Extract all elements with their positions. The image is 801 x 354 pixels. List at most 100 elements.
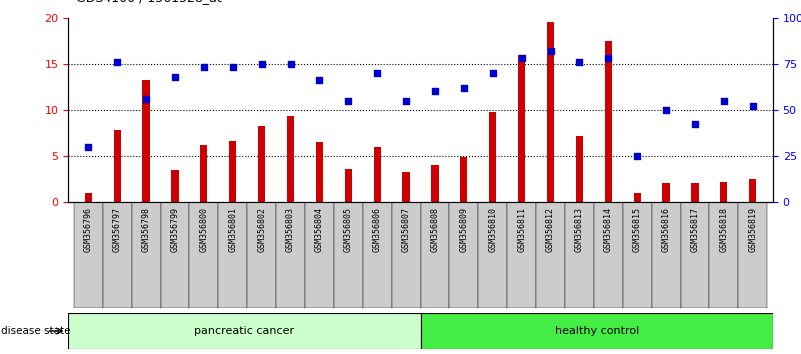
Text: GSM356812: GSM356812 bbox=[546, 207, 555, 252]
Text: GSM356818: GSM356818 bbox=[719, 207, 728, 252]
Bar bbox=[287, 116, 294, 202]
Bar bbox=[749, 179, 756, 202]
Bar bbox=[652, 202, 681, 308]
Bar bbox=[74, 202, 103, 308]
Point bbox=[82, 144, 95, 149]
Text: GSM356804: GSM356804 bbox=[315, 207, 324, 252]
Bar bbox=[662, 183, 670, 202]
Point bbox=[544, 48, 557, 54]
Bar bbox=[344, 169, 352, 202]
Text: GSM356808: GSM356808 bbox=[430, 207, 440, 252]
Point bbox=[660, 107, 673, 113]
Point bbox=[457, 85, 470, 91]
Text: GSM356796: GSM356796 bbox=[84, 207, 93, 252]
Bar bbox=[681, 202, 710, 308]
Bar bbox=[200, 145, 207, 202]
Bar bbox=[334, 202, 363, 308]
Bar bbox=[605, 41, 612, 202]
Text: GSM356805: GSM356805 bbox=[344, 207, 352, 252]
Point bbox=[256, 61, 268, 67]
Text: GSM356809: GSM356809 bbox=[459, 207, 469, 252]
Text: GSM356817: GSM356817 bbox=[690, 207, 699, 252]
Point bbox=[313, 78, 326, 83]
Text: GSM356803: GSM356803 bbox=[286, 207, 295, 252]
Bar bbox=[565, 202, 594, 308]
Point bbox=[573, 59, 586, 65]
Bar bbox=[363, 202, 392, 308]
Text: healthy control: healthy control bbox=[554, 326, 639, 336]
Point bbox=[400, 98, 413, 103]
Point bbox=[284, 61, 297, 67]
Bar bbox=[392, 202, 421, 308]
Point bbox=[747, 103, 759, 109]
Bar bbox=[421, 202, 449, 308]
Point bbox=[342, 98, 355, 103]
Bar bbox=[622, 202, 652, 308]
Text: GSM356800: GSM356800 bbox=[199, 207, 208, 252]
Bar bbox=[131, 202, 160, 308]
Text: GDS4100 / 1561528_at: GDS4100 / 1561528_at bbox=[76, 0, 222, 4]
Text: GSM356811: GSM356811 bbox=[517, 207, 526, 252]
Text: GSM356814: GSM356814 bbox=[604, 207, 613, 252]
Bar bbox=[189, 202, 219, 308]
Bar bbox=[478, 202, 507, 308]
Point bbox=[227, 64, 239, 70]
Point bbox=[515, 55, 528, 61]
Bar bbox=[536, 202, 565, 308]
Text: GSM356819: GSM356819 bbox=[748, 207, 757, 252]
Bar bbox=[547, 22, 554, 202]
Bar bbox=[402, 172, 409, 202]
Text: GSM356806: GSM356806 bbox=[372, 207, 382, 252]
Bar bbox=[219, 202, 248, 308]
Bar bbox=[594, 202, 622, 308]
Bar bbox=[248, 202, 276, 308]
Text: GSM356802: GSM356802 bbox=[257, 207, 266, 252]
Bar bbox=[68, 313, 421, 349]
Text: GSM356807: GSM356807 bbox=[401, 207, 411, 252]
Text: GSM356798: GSM356798 bbox=[142, 207, 151, 252]
Bar bbox=[305, 202, 334, 308]
Bar bbox=[85, 193, 92, 202]
Text: GSM356810: GSM356810 bbox=[489, 207, 497, 252]
Bar bbox=[143, 80, 150, 202]
Text: pancreatic cancer: pancreatic cancer bbox=[194, 326, 294, 336]
Point bbox=[602, 55, 614, 61]
Text: GSM356815: GSM356815 bbox=[633, 207, 642, 252]
Bar bbox=[103, 202, 131, 308]
Bar bbox=[720, 182, 727, 202]
Bar bbox=[461, 157, 468, 202]
Bar bbox=[114, 130, 121, 202]
Bar bbox=[449, 202, 478, 308]
Point bbox=[168, 74, 181, 79]
Bar bbox=[576, 136, 583, 202]
Bar bbox=[518, 55, 525, 202]
Bar bbox=[229, 141, 236, 202]
Point bbox=[111, 59, 123, 65]
Point bbox=[630, 153, 643, 159]
Text: GSM356797: GSM356797 bbox=[113, 207, 122, 252]
Bar bbox=[160, 202, 189, 308]
Point bbox=[486, 70, 499, 76]
Bar bbox=[710, 202, 739, 308]
Bar bbox=[739, 202, 767, 308]
Text: GSM356801: GSM356801 bbox=[228, 207, 237, 252]
Text: GSM356813: GSM356813 bbox=[575, 207, 584, 252]
Point bbox=[139, 96, 152, 102]
Text: GSM356799: GSM356799 bbox=[171, 207, 179, 252]
Bar bbox=[276, 202, 305, 308]
Point bbox=[718, 98, 731, 103]
Point bbox=[689, 122, 702, 127]
Bar bbox=[489, 112, 497, 202]
Bar bbox=[373, 147, 380, 202]
Bar bbox=[432, 165, 439, 202]
Bar bbox=[421, 313, 773, 349]
Bar bbox=[507, 202, 536, 308]
Bar bbox=[171, 170, 179, 202]
Text: disease state: disease state bbox=[1, 326, 70, 336]
Bar bbox=[634, 194, 641, 202]
Point bbox=[198, 64, 211, 70]
Point bbox=[429, 88, 441, 94]
Bar bbox=[258, 126, 265, 202]
Bar bbox=[316, 142, 323, 202]
Bar bbox=[691, 183, 698, 202]
